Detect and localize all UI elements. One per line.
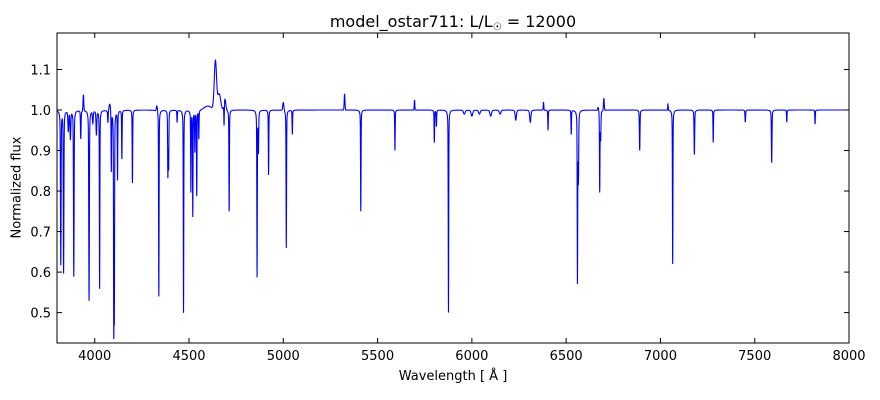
chart-title: model_ostar711: L/L☉ = 12000 [0,12,880,33]
y-tick-label: 0.9 [30,145,51,160]
x-tick-label: 5500 [361,349,394,364]
spectrum-line [56,59,849,340]
plot-frame [56,32,850,344]
x-tick-label: 5000 [267,349,300,364]
x-tick-label: 4000 [78,349,111,364]
y-tick-label: 0.5 [30,307,51,322]
x-tick-label: 8000 [832,349,865,364]
x-tick-label: 6000 [455,349,488,364]
y-tick-label: 0.6 [30,266,51,281]
x-axis-label: Wavelength [ Å ] [398,369,508,384]
y-tick-label: 1.0 [30,104,51,119]
y-tick-label: 0.8 [30,185,51,200]
title-subscript: ☉ [492,22,502,33]
x-tick-label: 6500 [550,349,583,364]
x-tick-label: 7500 [738,349,771,364]
x-tick-label: 4500 [172,349,205,364]
title-prefix: model_ostar711: L/L [329,12,493,31]
y-tick-label: 0.7 [30,226,51,241]
y-tick-label: 1.1 [30,63,51,78]
y-axis-label: Normalized flux [9,136,25,239]
title-suffix: = 12000 [501,12,577,31]
x-tick-label: 7000 [644,349,677,364]
